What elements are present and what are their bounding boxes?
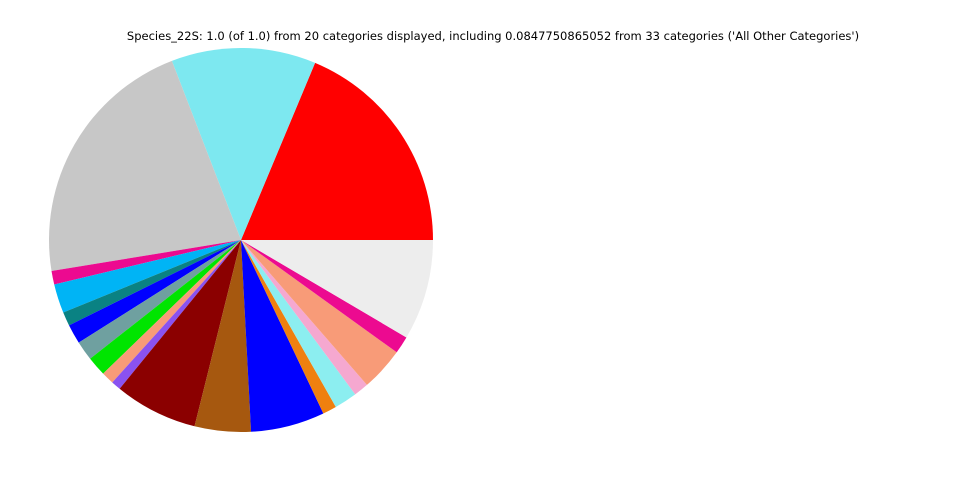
pie-slice-category-7-blue	[69, 240, 242, 343]
pie-slice-category-2-light-cyan	[171, 47, 316, 241]
chart-title: Species_22S: 1.0 (of 1.0) from 20 catego…	[126, 29, 860, 43]
pie-slice-category-9-green	[90, 240, 242, 374]
pie-slice-category-16-pale-turquoise	[241, 240, 356, 407]
pie-slice-category-1-red	[241, 62, 433, 241]
pie-slice-category-3-silver	[48, 60, 241, 272]
pie-slice-category-17-pink	[241, 240, 367, 395]
pie-slice-category-14-blue	[241, 240, 324, 432]
pie-slice-category-4-magenta	[51, 240, 241, 285]
pie-slice-category-18-salmon	[241, 240, 397, 385]
pie-slice-category-6-teal	[63, 240, 242, 326]
pie-slice-category-11-purple	[112, 240, 241, 389]
pie-slice-category-13-sienna	[194, 240, 252, 433]
pie-slice-category-5-deep-sky-blue	[54, 240, 242, 313]
pie-slice-category-10-salmon	[103, 240, 242, 383]
pie-slice-all-other-categories	[241, 240, 433, 338]
pie-slice-category-15-orange	[241, 240, 336, 414]
pie-slice-category-19-magenta	[241, 240, 407, 353]
pie-slice-category-12-dark-red	[119, 240, 241, 427]
pie-slice-category-8-cadet-blue	[78, 240, 242, 359]
